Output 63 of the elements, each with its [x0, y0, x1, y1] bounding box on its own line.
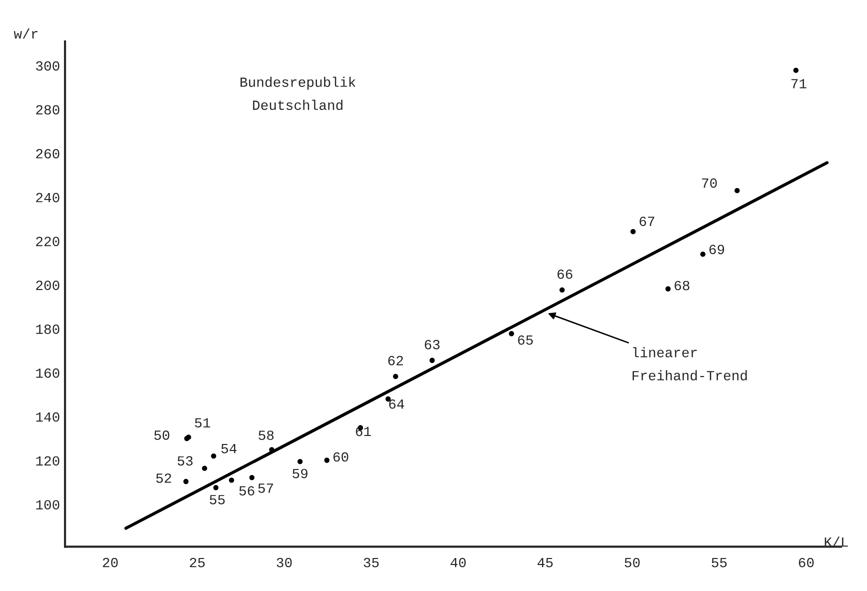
point	[559, 287, 565, 293]
point	[430, 358, 435, 363]
annotation: 62	[388, 356, 403, 366]
x-tick-label: 50	[624, 558, 640, 568]
annotation: 56	[239, 486, 254, 496]
annotation: 54	[221, 444, 237, 454]
point	[324, 458, 330, 463]
annotation: 52	[156, 474, 172, 483]
annotation: 69	[709, 244, 724, 254]
point	[392, 374, 398, 380]
annotation: 61	[356, 426, 371, 436]
annotation: 53	[178, 456, 193, 466]
y-tick-label: 120	[36, 456, 60, 466]
y-axis-title: w/r	[14, 28, 38, 39]
point	[665, 286, 671, 292]
x-tick-label: 45	[538, 558, 553, 568]
annotation: 65	[518, 335, 533, 345]
point	[297, 458, 303, 464]
y-tick-label: 280	[36, 105, 60, 115]
y-tick-label: 300	[36, 61, 60, 71]
y-tick-label: 240	[36, 192, 60, 202]
annotation: 68	[674, 280, 690, 290]
y-tick-label: 160	[36, 368, 60, 378]
y-tick-label: 100	[36, 500, 60, 510]
point	[734, 188, 740, 194]
y-tick-label: 220	[36, 236, 60, 246]
annotation: 70	[702, 178, 717, 188]
point	[202, 466, 208, 471]
y-tick-label: 260	[36, 149, 60, 158]
annotation: 55	[210, 495, 225, 504]
annotation: 57	[258, 484, 274, 493]
y-tick-label: 180	[36, 324, 60, 334]
point	[630, 229, 636, 234]
annotation: 63	[424, 340, 440, 350]
x-tick-label: 35	[364, 558, 379, 568]
y-tick-label: 200	[36, 280, 60, 290]
point	[700, 252, 706, 257]
point	[228, 478, 234, 483]
x-tick-label: 25	[190, 558, 205, 568]
point	[213, 485, 218, 490]
annotation: 67	[640, 216, 654, 226]
annotation: Bundesrepublik Deutschland	[240, 76, 356, 110]
annotation: 59	[292, 468, 308, 478]
x-tick-label: 40	[450, 558, 466, 568]
x-axis-title: K/L	[824, 536, 848, 547]
annotation: 51	[194, 418, 210, 428]
point	[211, 453, 216, 459]
annotation: 64	[389, 399, 404, 409]
annotation: linearer Freihand-Trend	[632, 347, 747, 380]
annotation: 50	[154, 430, 170, 440]
annotation: 66	[558, 269, 572, 279]
x-tick-label: 20	[102, 558, 118, 568]
annotation: 60	[333, 452, 348, 462]
annotation: 58	[258, 430, 274, 440]
x-tick-label: 60	[798, 558, 814, 568]
x-tick-label: 30	[276, 558, 292, 568]
point	[793, 68, 799, 73]
point	[249, 474, 254, 480]
y-tick-label: 140	[36, 412, 60, 422]
x-tick-label: 55	[712, 558, 727, 568]
point	[508, 331, 514, 336]
point	[183, 478, 189, 484]
annotation: 71	[791, 79, 806, 88]
